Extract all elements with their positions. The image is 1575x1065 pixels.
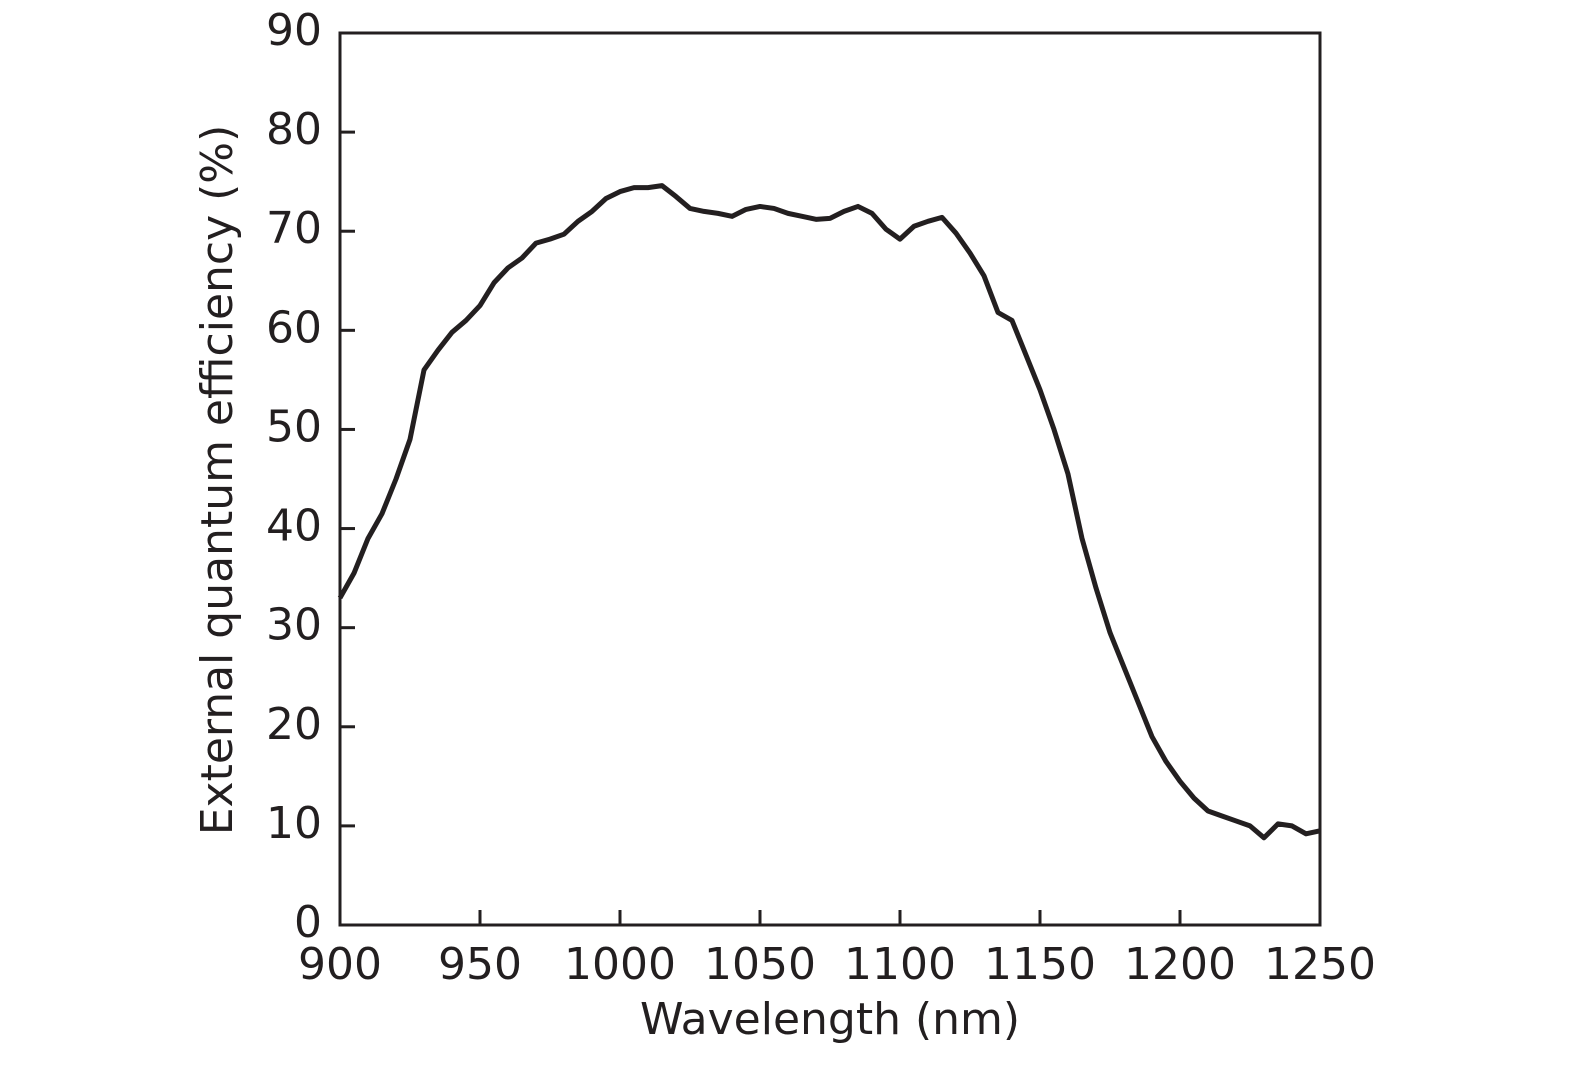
x-axis-title: Wavelength (nm) [640,994,1020,1045]
plot-frame [338,31,1322,927]
x-tick-label: 1000 [564,939,676,990]
x-tick-label: 950 [438,939,522,990]
y-tick-label: 80 [266,104,322,155]
y-tick-label: 70 [266,203,322,254]
x-tick-label: 1250 [1264,939,1376,990]
y-axis-title: External quantum efficiency (%) [192,125,243,836]
x-tick-label: 1200 [1124,939,1236,990]
y-tick-label: 90 [266,5,322,56]
y-tick-label: 10 [266,798,322,849]
y-tick-label: 40 [266,501,322,552]
y-tick-label: 0 [294,897,322,948]
x-tick-label: 1050 [704,939,816,990]
y-tick-label: 50 [266,401,322,452]
data-line [337,183,1321,841]
x-tick-label: 1150 [984,939,1096,990]
y-tick-label: 30 [266,600,322,651]
y-tick-label: 60 [266,302,322,353]
x-tick-label: 1100 [844,939,956,990]
y-tick-label: 20 [266,699,322,750]
x-tick-label: 900 [298,939,382,990]
